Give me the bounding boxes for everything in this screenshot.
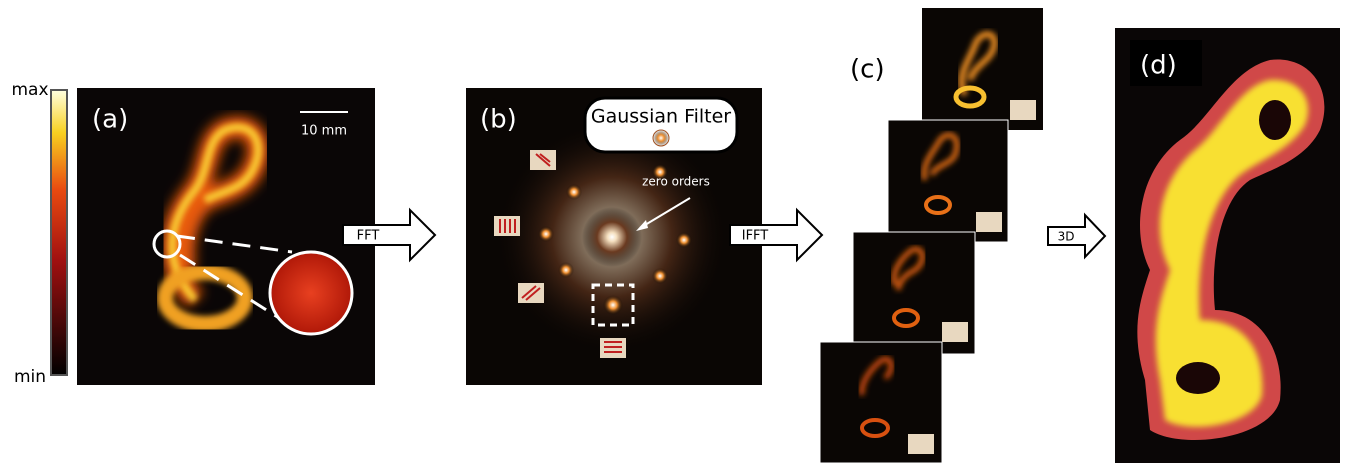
- spot: [603, 295, 623, 315]
- stripe: [521, 285, 537, 299]
- stripe: [525, 287, 541, 301]
- pointer-head: [636, 220, 648, 231]
- filter-box: [591, 283, 635, 327]
- arrow-label: IFFT: [742, 229, 769, 244]
- spot: [558, 262, 574, 278]
- zoom-circle: [268, 250, 354, 336]
- volume-hole: [1176, 362, 1220, 394]
- pattern-icon: [518, 283, 544, 303]
- spot: [538, 226, 554, 242]
- pattern-icon: [1010, 100, 1036, 120]
- arrow: [342, 207, 437, 263]
- pointer: [639, 197, 691, 229]
- pattern-icon: [942, 322, 968, 342]
- sample-ring: [860, 418, 890, 438]
- panel-label: (a): [92, 105, 128, 135]
- volume-core: [1155, 79, 1309, 427]
- arrow: [729, 207, 824, 263]
- panel-label: (d): [1140, 51, 1177, 81]
- arrow: [1047, 212, 1107, 260]
- volume-hole: [1259, 100, 1291, 140]
- filter-badge: [583, 96, 739, 154]
- spot: [676, 232, 692, 248]
- zoom-line: [176, 234, 293, 254]
- panel-label: (b): [480, 105, 517, 135]
- zoom-line: [179, 253, 291, 327]
- sample-ring: [924, 195, 952, 215]
- arrow-label: 3D: [1058, 230, 1075, 244]
- colorbar-max: max: [11, 80, 48, 100]
- arrow-label: FFT: [357, 229, 380, 244]
- spot: [652, 268, 668, 284]
- colorbar: [50, 89, 68, 376]
- spot: [652, 164, 668, 180]
- stripe: [539, 153, 551, 163]
- diffraction-spots: [538, 164, 692, 315]
- sample-ring: [953, 85, 987, 109]
- reconstruction-stack: [819, 8, 1043, 463]
- pattern-icon: [976, 212, 1002, 232]
- zoom-source: [152, 229, 182, 259]
- pattern-stripes: [499, 153, 622, 353]
- sample-shape: [891, 246, 925, 291]
- sample-ring: [892, 308, 920, 328]
- filter-label: Gaussian Filter: [591, 106, 731, 128]
- pattern-icon: [908, 434, 934, 454]
- panel-label: (c): [850, 55, 885, 85]
- stripe: [535, 153, 551, 167]
- sample-shape: [859, 356, 894, 396]
- zero-order: [582, 207, 642, 267]
- sample-shape: [921, 132, 960, 181]
- pattern-icon: [494, 216, 520, 236]
- colorbar-min: min: [14, 367, 46, 387]
- scale-label: 10 mm: [301, 124, 347, 139]
- label-box: [1130, 40, 1202, 86]
- spot: [566, 184, 582, 200]
- filter-icon: [652, 129, 670, 147]
- sample-shape: [958, 31, 998, 97]
- annotation: zero orders: [642, 175, 710, 189]
